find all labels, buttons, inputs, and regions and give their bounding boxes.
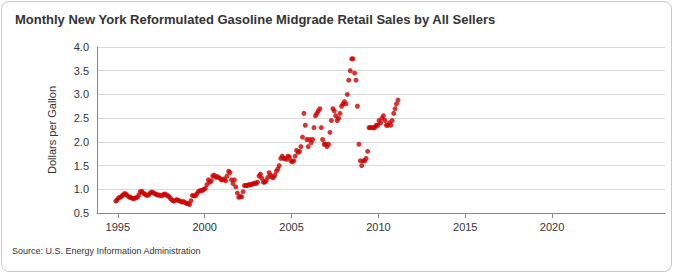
- svg-text:1.5: 1.5: [74, 160, 89, 172]
- svg-text:2020: 2020: [540, 221, 564, 233]
- svg-text:4.0: 4.0: [74, 41, 89, 53]
- svg-text:Dollars per Gallon: Dollars per Gallon: [46, 86, 58, 174]
- svg-text:3.0: 3.0: [74, 88, 89, 100]
- svg-text:2000: 2000: [192, 221, 216, 233]
- svg-text:1.0: 1.0: [74, 183, 89, 195]
- svg-text:2015: 2015: [453, 221, 477, 233]
- svg-text:2.5: 2.5: [74, 112, 89, 124]
- svg-text:0.5: 0.5: [74, 207, 89, 219]
- svg-text:2.0: 2.0: [74, 136, 89, 148]
- svg-text:2005: 2005: [279, 221, 303, 233]
- svg-text:1995: 1995: [106, 221, 130, 233]
- svg-text:2010: 2010: [366, 221, 390, 233]
- svg-text:Monthly New York Reformulated: Monthly New York Reformulated Gasoline M…: [15, 12, 495, 27]
- svg-text:3.5: 3.5: [74, 65, 89, 77]
- svg-text:Source: U.S. Energy Informatio: Source: U.S. Energy Information Administ…: [12, 246, 201, 256]
